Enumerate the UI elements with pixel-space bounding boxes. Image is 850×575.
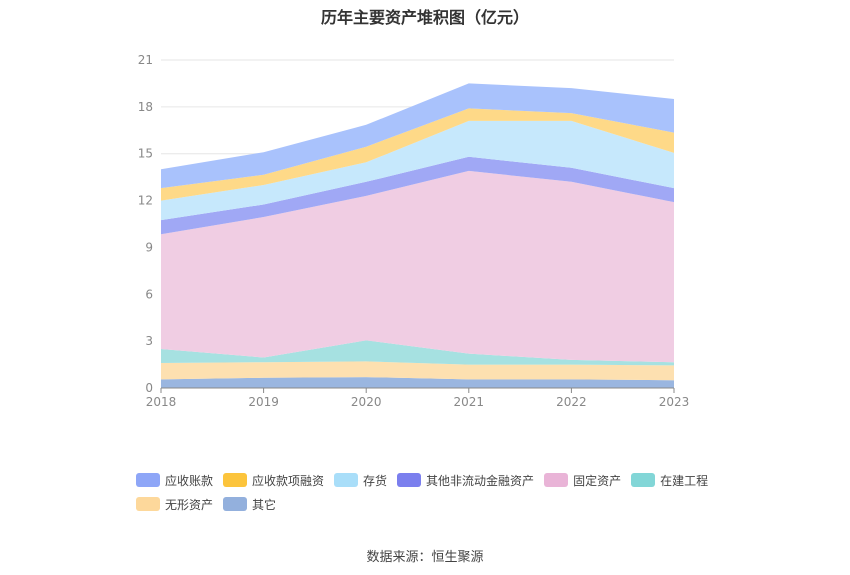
legend-label: 其他非流动金融资产 xyxy=(426,473,535,488)
area-series-3 xyxy=(161,170,674,363)
legend-swatch xyxy=(136,497,160,511)
axes: 0 3 6 9 12 15 18 21 2018 2019 2020 2021 2022 2023 xyxy=(138,53,690,409)
area-series-7 xyxy=(161,83,674,189)
legend-swatch xyxy=(631,473,656,487)
data-source-note: 数据来源：恒生聚源 xyxy=(366,550,484,565)
legend-item[interactable]: 应收账款 xyxy=(136,472,213,488)
legend-swatch xyxy=(397,473,422,487)
legend-label: 存货 xyxy=(363,473,388,488)
y-tick-label: 0 xyxy=(145,381,153,395)
legend-item[interactable]: 其他非流动金融资产 xyxy=(397,472,534,488)
x-tick-label: 2019 xyxy=(248,395,279,409)
x-tick-label: 2022 xyxy=(556,395,587,409)
legend-label: 应收账款 xyxy=(165,473,214,488)
y-tick-label: 6 xyxy=(145,287,153,301)
area-series-4 xyxy=(161,156,674,235)
legend-item[interactable]: 其它 xyxy=(223,496,276,512)
x-tick-label: 2023 xyxy=(659,395,690,409)
area-series-0 xyxy=(161,377,674,388)
y-tick-label: 12 xyxy=(138,194,153,208)
y-tick-label: 21 xyxy=(138,53,153,67)
x-tick-label: 2020 xyxy=(351,395,382,409)
legend-swatch xyxy=(544,473,569,487)
legend-item[interactable]: 固定资产 xyxy=(544,472,621,488)
y-tick-label: 15 xyxy=(138,147,153,161)
legend-swatch xyxy=(136,473,160,487)
legend-label: 无形资产 xyxy=(165,497,214,512)
area-series-5 xyxy=(161,120,674,221)
legend-item[interactable]: 无形资产 xyxy=(136,496,213,512)
x-tick-label: 2018 xyxy=(146,395,177,409)
legend: 应收账款 应收款项融资 存货 其他非流动金融资产 固定资产 在建工程无形资产 其它 xyxy=(136,472,736,520)
y-tick-label: 18 xyxy=(138,100,153,114)
y-tick-label: 3 xyxy=(145,334,153,348)
legend-swatch xyxy=(334,473,359,487)
legend-swatch xyxy=(223,473,248,487)
area-series-2 xyxy=(161,340,674,366)
x-tick-label: 2021 xyxy=(454,395,485,409)
legend-item[interactable]: 存货 xyxy=(334,472,387,488)
chart-title: 历年主要资产堆积图（亿元） xyxy=(320,8,529,27)
area-series-1 xyxy=(161,361,674,381)
legend-label: 应收款项融资 xyxy=(252,473,325,488)
legend-label: 在建工程 xyxy=(660,473,709,488)
legend-item[interactable]: 应收款项融资 xyxy=(223,472,324,488)
area-series-6 xyxy=(161,108,674,201)
legend-item[interactable]: 在建工程 xyxy=(631,472,708,488)
legend-swatch xyxy=(223,497,248,511)
area-series xyxy=(161,83,674,388)
y-tick-label: 9 xyxy=(145,240,153,254)
legend-label: 其它 xyxy=(252,497,277,512)
legend-label: 固定资产 xyxy=(573,473,622,488)
